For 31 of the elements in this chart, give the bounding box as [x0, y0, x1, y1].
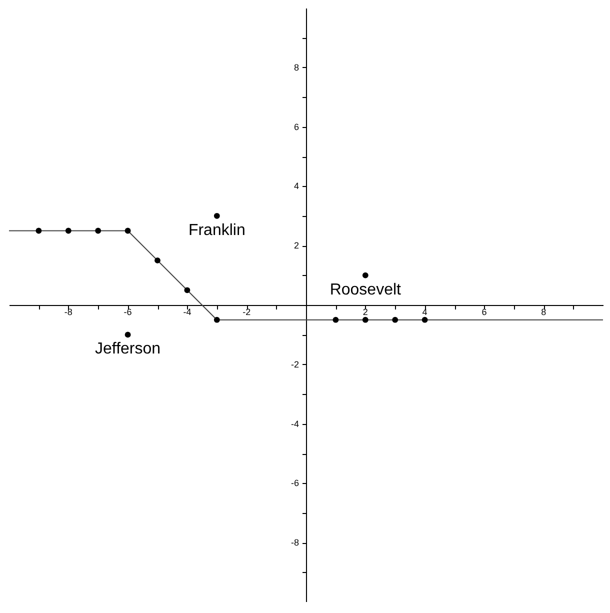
y-tick-label: -4	[290, 418, 299, 429]
point	[65, 228, 72, 234]
annotation: Franklin	[188, 222, 246, 239]
y-tick-label: 6	[294, 122, 299, 132]
point	[95, 228, 102, 234]
x-tick-label: 8	[541, 307, 546, 317]
y-tick-label: -2	[290, 359, 299, 370]
y-tick-label: -6	[290, 478, 299, 488]
x-tick-label: 6	[482, 307, 487, 317]
y-tick-label: 8	[294, 62, 299, 72]
point	[36, 228, 42, 234]
point	[392, 316, 398, 323]
x-tick-label: -6	[124, 307, 132, 317]
x-tick-label: -2	[242, 307, 251, 317]
point	[214, 212, 220, 219]
x-tick-label: -8	[64, 307, 72, 317]
annotation: Roosevelt	[330, 281, 402, 298]
y-tick-label: -8	[290, 538, 299, 548]
point	[214, 316, 220, 323]
point	[184, 287, 190, 294]
point	[332, 316, 339, 323]
y-tick-label: 4	[294, 181, 299, 192]
point	[154, 258, 160, 264]
point	[124, 332, 131, 338]
y-tick-label: 2	[294, 240, 299, 251]
point	[362, 272, 368, 278]
point	[362, 316, 368, 323]
point	[124, 228, 131, 234]
x-tick-label: -4	[183, 307, 192, 317]
annotation: Jefferson	[95, 340, 161, 358]
point	[422, 316, 428, 323]
